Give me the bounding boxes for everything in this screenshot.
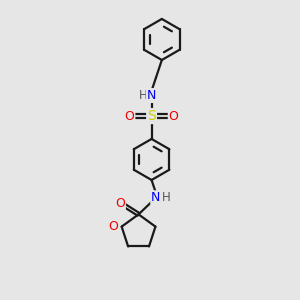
Text: H: H xyxy=(162,191,171,204)
Text: N: N xyxy=(147,89,156,102)
Text: H: H xyxy=(139,89,147,102)
Text: O: O xyxy=(108,220,118,233)
Text: S: S xyxy=(147,109,156,123)
Text: O: O xyxy=(124,110,134,123)
Text: N: N xyxy=(151,191,160,204)
Text: O: O xyxy=(115,197,125,210)
Text: O: O xyxy=(169,110,178,123)
